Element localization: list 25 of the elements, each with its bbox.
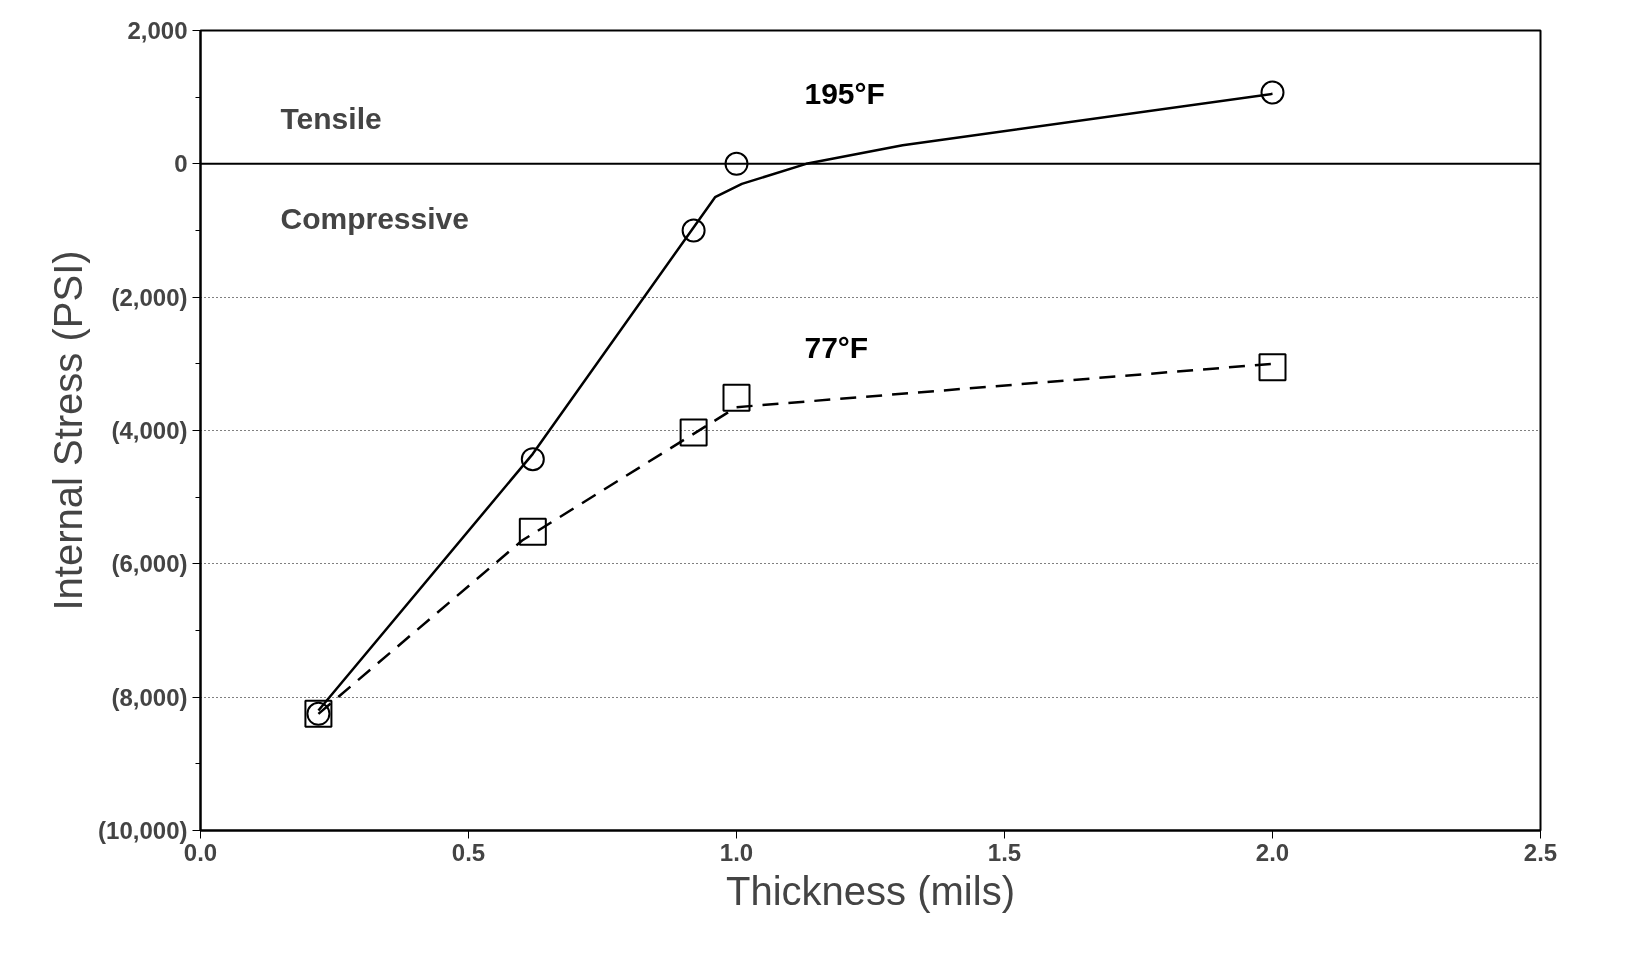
y-axis-title: Internal Stress (PSI)	[46, 250, 91, 611]
y-tick-label: (4,000)	[111, 417, 188, 444]
y-tick-label: (8,000)	[111, 683, 188, 711]
text: 195°F	[804, 76, 885, 110]
x-tick-label: 1.0	[719, 838, 754, 866]
x-tick-label: 1.5	[987, 838, 1022, 866]
point	[724, 151, 749, 176]
point	[1260, 80, 1285, 105]
point	[681, 218, 706, 243]
series-label: 77°F	[804, 331, 869, 364]
y-tick-label: 0	[174, 150, 188, 178]
x-tick-label: 0.5	[451, 838, 486, 866]
point	[1258, 353, 1287, 382]
x-tick-label: 2.0	[1255, 838, 1290, 866]
y-tick-label: (2,000)	[111, 283, 188, 311]
x-tick-label: 2.5	[1523, 838, 1558, 866]
x-axis-title: Thickness (mils)	[726, 868, 1015, 913]
annotation: Tensile	[280, 102, 382, 136]
point	[722, 383, 751, 412]
y-tick-label: 2,000	[127, 17, 188, 44]
y-tick-label: (6,000)	[111, 550, 188, 578]
point	[520, 447, 545, 472]
annotation: Compressive	[280, 202, 469, 236]
point	[679, 418, 708, 447]
point	[518, 517, 547, 546]
